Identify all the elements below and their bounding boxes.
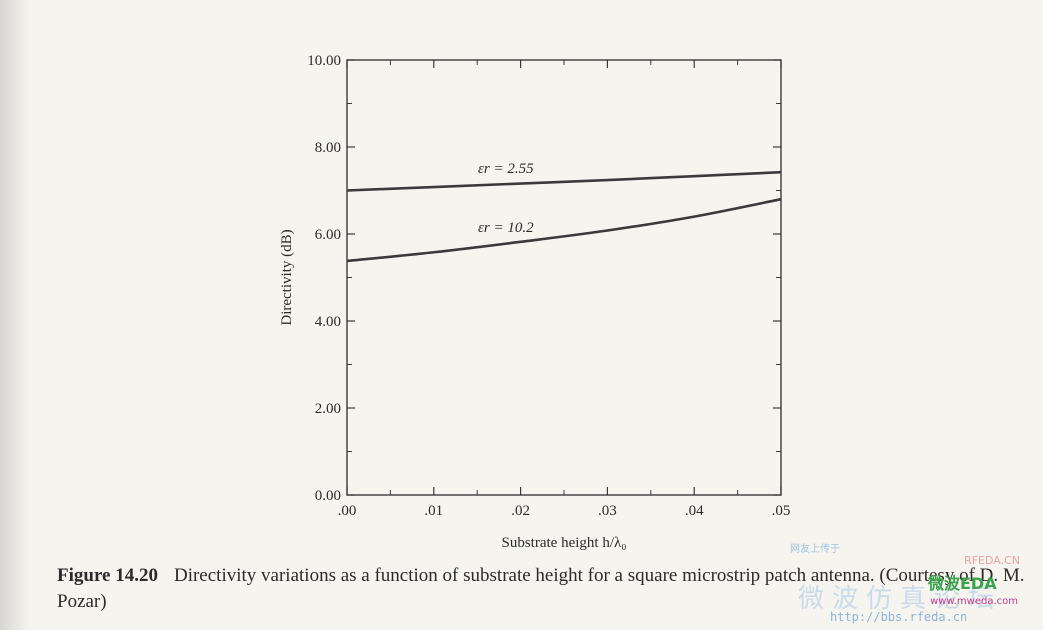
figure-caption-text: Directivity variations as a function of … — [57, 565, 1025, 612]
y-tick-label: 6.00 — [315, 227, 341, 243]
y-tick-label: 8.00 — [315, 140, 341, 156]
series-line-1 — [346, 197, 782, 263]
watermark-name: 微波EDA — [928, 574, 997, 593]
x-tick-label: .00 — [338, 503, 357, 519]
watermark: 网友上传于 RFEDA.CN 微波仿真论坛 微波EDA www.mweda.co… — [790, 540, 1040, 628]
x-tick-label: .04 — [685, 503, 704, 519]
x-tick-label: .03 — [598, 503, 617, 519]
series-label-0: εr = 2.55 — [478, 161, 534, 177]
x-tick-label: .05 — [772, 503, 791, 519]
page-edge-shadow — [0, 0, 30, 630]
series-line-0 — [346, 170, 782, 192]
watermark-chinese: 微波仿真论坛 — [798, 584, 1003, 614]
chart-series — [346, 170, 782, 263]
watermark-url-2: http://bbs.rfeda.cn — [830, 610, 968, 624]
plot-frame — [346, 59, 782, 496]
chart-labels: 0.00 2.00 4.00 6.00 8.00 10.00 .00 .01 .02 .03 .04… — [279, 53, 790, 551]
chart-ticks — [346, 59, 782, 496]
series-label-1: εr = 10.2 — [478, 220, 534, 236]
y-tick-label: 10.00 — [307, 53, 341, 69]
watermark-url-1: www.mweda.com — [930, 596, 1018, 607]
y-tick-label: 4.00 — [315, 314, 341, 330]
watermark-top-text: 网友上传于 — [790, 544, 840, 555]
y-tick-label: 2.00 — [315, 401, 341, 417]
x-axis-title: Substrate height h/λ₀ — [502, 535, 627, 551]
figure-caption: Figure 14.20 Directivity variations as a … — [57, 563, 1037, 615]
figure-number: Figure 14.20 — [57, 565, 158, 586]
directivity-chart: 0.00 2.00 4.00 6.00 8.00 10.00 .00 .01 .02 .03 .04… — [279, 53, 790, 551]
x-tick-label: .02 — [511, 503, 530, 519]
watermark-brand: RFEDA.CN — [964, 554, 1020, 567]
chart-axes — [346, 59, 782, 496]
x-tick-label: .01 — [424, 503, 443, 519]
y-axis-title: Directivity (dB) — [279, 229, 295, 325]
y-tick-label: 0.00 — [315, 488, 341, 504]
